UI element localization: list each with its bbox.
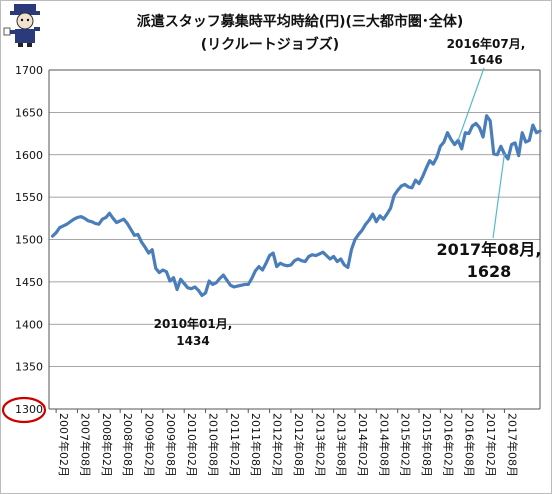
x-tick-label: 2014年08月 bbox=[377, 413, 391, 477]
chart-subtitle: (リクルートジョブズ) bbox=[201, 36, 339, 53]
x-tick-label: 2010年02月 bbox=[185, 413, 199, 477]
x-tick-label: 2015年08月 bbox=[420, 413, 434, 477]
x-tick-label: 2009年02月 bbox=[143, 413, 157, 477]
annotation-min-value: 1434 bbox=[176, 334, 209, 348]
annotation-min-label: 2010年01月, bbox=[154, 316, 233, 331]
annotation-peak-label: 2016年07月, bbox=[447, 36, 526, 51]
y-tick-label: 1550 bbox=[15, 191, 43, 204]
x-tick-label: 2009年08月 bbox=[164, 413, 178, 477]
annotations-layer: 2010年01月, 1434 2016年07月, 1646 2017年08月, 1628 bbox=[1, 36, 542, 424]
x-tick-label: 2017年02月 bbox=[484, 413, 498, 477]
y-tick-label: 1300 bbox=[15, 403, 43, 416]
x-tick-label: 2007年08月 bbox=[78, 413, 92, 477]
x-tick-label: 2014年02月 bbox=[356, 413, 370, 477]
y-tick-label: 1350 bbox=[15, 361, 43, 374]
y-tick-label: 1650 bbox=[15, 106, 43, 119]
x-tick-label: 2016年02月 bbox=[441, 413, 455, 477]
x-tick-label: 2012年08月 bbox=[292, 413, 306, 477]
x-tick-label: 2008年02月 bbox=[100, 413, 114, 477]
axes bbox=[48, 69, 541, 413]
y-tick-label: 1450 bbox=[15, 276, 43, 289]
y-tick-label: 1700 bbox=[15, 64, 43, 77]
series-layer bbox=[50, 114, 542, 298]
series-line bbox=[50, 114, 542, 298]
y-tick-label: 1500 bbox=[15, 234, 43, 247]
x-tick-label: 2016年08月 bbox=[463, 413, 477, 477]
y-tick-labels: 1300 1350 1400 1450 1500 1550 1600 1650 1700 bbox=[15, 64, 43, 416]
x-tick-label: 2012年02月 bbox=[271, 413, 285, 477]
mascot-logo bbox=[0, 0, 48, 48]
annotation-peak-leader bbox=[457, 67, 485, 141]
x-tick-label: 2008年08月 bbox=[121, 413, 135, 477]
chart-title: 派遣スタッフ募集時平均時給(円)(三大都市圏･全体) bbox=[137, 13, 464, 30]
annotation-latest-leader bbox=[492, 153, 506, 239]
annotation-latest-value: 1628 bbox=[467, 262, 512, 281]
y-tick-label: 1400 bbox=[15, 318, 43, 331]
baseline-highlight-circle bbox=[1, 396, 47, 424]
x-tick-labels: 2007年02月 2007年08月 2008年02月 2008年08月 2009年02月… bbox=[57, 413, 519, 477]
x-tick-label: 2011年02月 bbox=[228, 413, 242, 477]
x-tick-label: 2015年02月 bbox=[399, 413, 413, 477]
annotation-latest-label: 2017年08月, bbox=[437, 240, 542, 259]
x-tick-label: 2007年02月 bbox=[57, 413, 71, 477]
annotation-peak-value: 1646 bbox=[469, 53, 502, 67]
y-tick-label: 1600 bbox=[15, 149, 43, 162]
x-tick-label: 2010年08月 bbox=[207, 413, 221, 477]
x-tick-label: 2013年02月 bbox=[313, 413, 327, 477]
x-tick-label: 2013年08月 bbox=[335, 413, 349, 477]
x-tick-label: 2011年08月 bbox=[249, 413, 263, 477]
x-tick-label: 2017年08月 bbox=[505, 413, 519, 477]
